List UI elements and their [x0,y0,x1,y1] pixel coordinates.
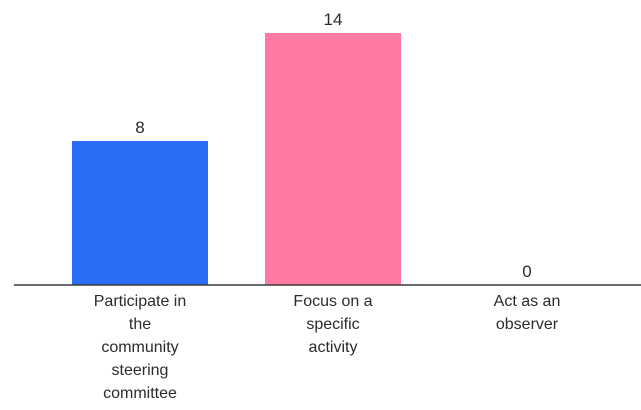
bars-layer [72,33,401,285]
value-labels-layer: 8 14 0 [135,10,531,281]
category-label-line: committee [103,385,177,402]
category-label-0: Participate in the community steering commit… [94,293,187,402]
category-label-line: specific [306,316,359,333]
category-label-2: Act as an observer [494,293,561,333]
category-label-line: the [129,316,151,333]
category-label-line: Act as an [494,293,561,310]
category-label-1: Focus on a specific activity [293,293,372,356]
category-label-line: Focus on a [293,293,372,310]
category-label-line: observer [496,316,559,333]
bar-1 [265,33,401,285]
category-label-line: activity [309,339,358,356]
bar-0 [72,141,208,285]
category-label-line: steering [112,362,169,379]
value-label-0: 8 [135,118,144,137]
category-label-line: Participate in [94,293,187,310]
value-label-1: 14 [324,10,343,29]
category-label-line: community [101,339,178,356]
value-label-2: 0 [522,262,531,281]
category-labels-layer: Participate in the community steering commit… [94,293,561,402]
